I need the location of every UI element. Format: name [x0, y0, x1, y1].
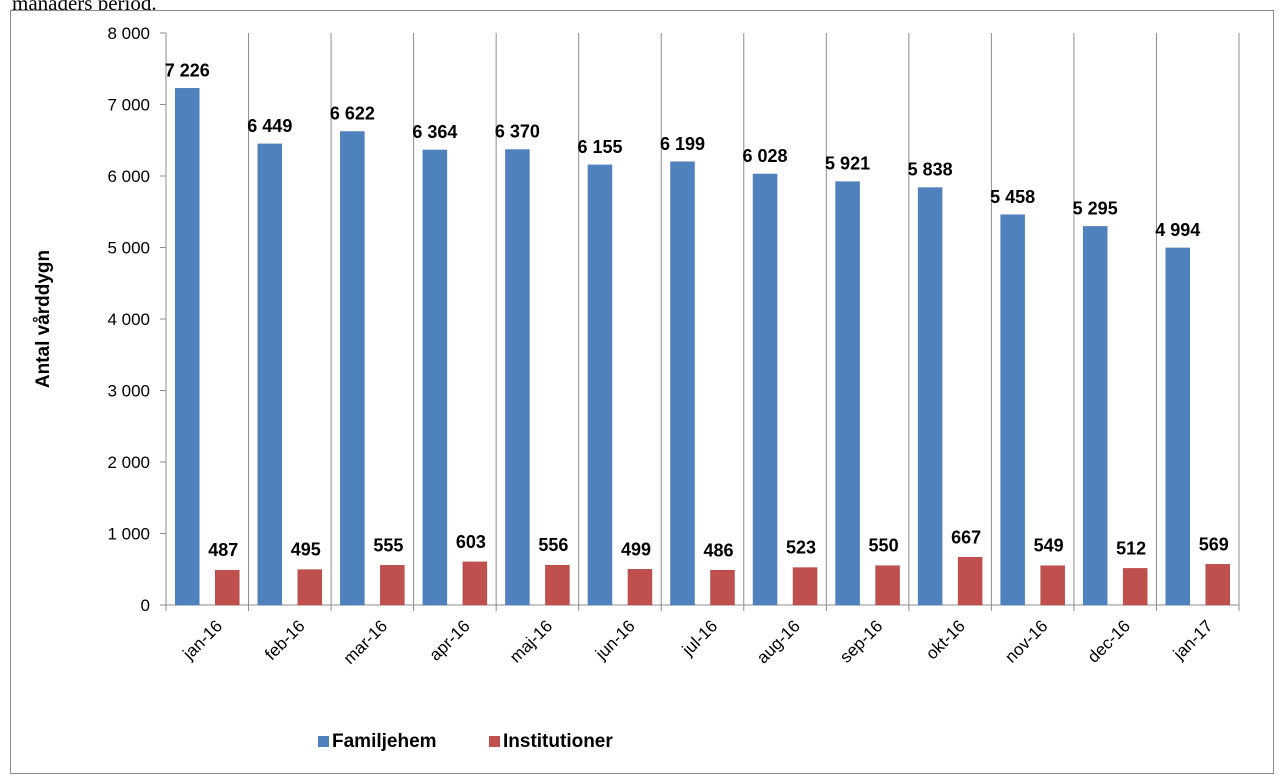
- bar-institutioner: [957, 557, 983, 606]
- bar-institutioner: [545, 564, 570, 606]
- data-label-familjehem: 5 921: [825, 154, 870, 174]
- legend-swatch: [318, 736, 329, 747]
- bar-institutioner: [875, 565, 900, 606]
- y-tick-label: 8 000: [107, 24, 150, 43]
- data-label-institutioner: 569: [1199, 534, 1229, 554]
- y-tick-label: 5 000: [107, 239, 150, 258]
- x-tick-label: okt-16: [922, 616, 969, 663]
- data-label-familjehem: 6 370: [495, 122, 540, 142]
- bar-institutioner: [462, 561, 488, 606]
- data-label-institutioner: 495: [291, 540, 321, 560]
- bar-familjehem: [1165, 247, 1190, 606]
- legend: Familjehem Institutioner: [318, 731, 613, 752]
- data-label-institutioner: 550: [869, 536, 899, 556]
- x-tick-label: apr-16: [426, 616, 474, 664]
- x-tick-label: mar-16: [340, 616, 392, 668]
- data-label-familjehem: 6 028: [743, 146, 788, 166]
- x-tick-label: nov-16: [1001, 616, 1051, 666]
- x-tick-label: sep-16: [836, 616, 886, 666]
- bar-familjehem: [505, 149, 530, 606]
- bar-familjehem: [175, 88, 200, 606]
- y-tick-label: 3 000: [107, 382, 150, 401]
- data-label-institutioner: 603: [456, 532, 486, 552]
- bar-familjehem: [257, 143, 283, 606]
- data-label-familjehem: 5 838: [908, 160, 953, 180]
- data-label-institutioner: 667: [951, 527, 981, 547]
- data-label-familjehem: 5 295: [1073, 198, 1118, 218]
- y-tick-label: 6 000: [107, 167, 150, 186]
- bar-familjehem: [587, 164, 613, 606]
- data-label-familjehem: 5 458: [990, 187, 1035, 207]
- bar-institutioner: [627, 569, 653, 606]
- bar-familjehem: [835, 181, 860, 606]
- legend-label: Institutioner: [503, 731, 613, 752]
- y-tick-label: 2 000: [107, 453, 150, 472]
- x-tick-label: jan-16: [179, 616, 227, 664]
- bars: [175, 88, 1230, 606]
- bar-familjehem: [752, 173, 778, 606]
- bar-familjehem: [422, 149, 448, 606]
- bar-familjehem: [340, 131, 365, 606]
- bar-institutioner: [1122, 568, 1148, 606]
- y-tick-label: 7 000: [107, 96, 150, 115]
- data-label-familjehem: 6 364: [412, 122, 457, 142]
- legend-label: Familjehem: [332, 731, 437, 752]
- x-tick-label: aug-16: [753, 616, 804, 667]
- y-tick-label: 1 000: [107, 525, 150, 544]
- data-label-familjehem: 7 226: [165, 60, 210, 80]
- data-label-familjehem: 6 155: [577, 137, 622, 157]
- data-label-institutioner: 512: [1116, 538, 1146, 558]
- data-label-familjehem: 4 994: [1155, 220, 1200, 240]
- legend-swatch: [489, 736, 500, 747]
- category-gridlines: [248, 33, 1240, 605]
- bar-institutioner: [710, 570, 735, 606]
- data-label-institutioner: 555: [373, 535, 403, 555]
- bar-institutioner: [1205, 564, 1230, 606]
- bar-familjehem: [917, 187, 943, 606]
- y-tick-label: 4 000: [107, 310, 150, 329]
- bar-institutioner: [297, 569, 323, 606]
- y-tick-label: 0: [141, 596, 150, 615]
- data-label-familjehem: 6 622: [330, 104, 375, 124]
- x-tick-label: feb-16: [261, 616, 309, 664]
- data-label-institutioner: 486: [703, 540, 733, 560]
- bar-familjehem: [670, 161, 695, 606]
- bar-institutioner: [1040, 565, 1065, 606]
- bar-institutioner: [792, 567, 818, 606]
- bar-institutioner: [380, 565, 405, 606]
- x-tick-label: jan-17: [1169, 616, 1217, 664]
- x-tick-label: dec-16: [1084, 616, 1134, 666]
- x-tick-label: jun-16: [591, 616, 639, 664]
- data-labels: 7 226 6 449 6 622 6 364 6 370 6 155 6 199 6 028…: [165, 60, 1229, 560]
- data-label-institutioner: 556: [538, 535, 568, 555]
- bar-institutioner: [215, 569, 240, 606]
- y-axis-title: Antal vårddygn: [33, 250, 54, 388]
- data-label-institutioner: 523: [786, 538, 816, 558]
- data-label-institutioner: 487: [208, 540, 238, 560]
- x-tick-label: maj-16: [506, 616, 556, 666]
- data-label-institutioner: 549: [1034, 536, 1064, 556]
- data-label-institutioner: 499: [621, 539, 651, 559]
- bar-familjehem: [1082, 226, 1108, 606]
- bar-familjehem: [1000, 214, 1025, 606]
- data-label-familjehem: 6 199: [660, 134, 705, 154]
- chart-frame: [10, 10, 1274, 774]
- data-label-familjehem: 6 449: [247, 116, 292, 136]
- x-tick-label: jul-16: [678, 616, 722, 660]
